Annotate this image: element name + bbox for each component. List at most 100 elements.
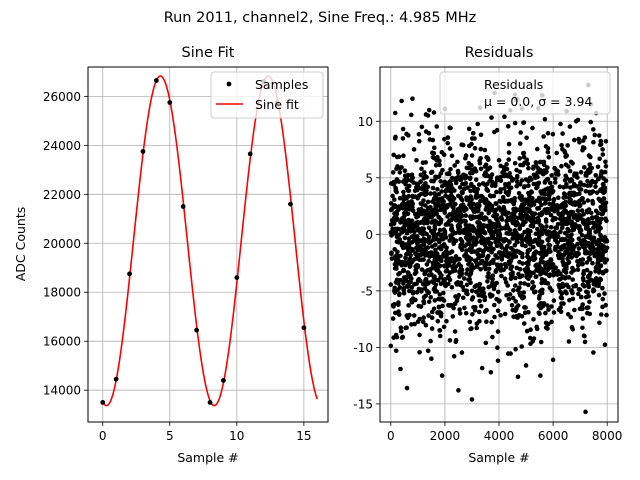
residual-point [596,292,602,298]
residual-point [547,193,552,198]
residual-point [505,124,511,129]
residual-point [401,291,407,296]
residual-point [545,145,551,151]
residual-point [506,150,512,155]
residual-point [459,213,465,219]
residual-point [570,247,576,253]
residual-point [416,303,422,309]
residual-point [585,198,591,203]
residual-point [397,195,403,201]
residual-point [404,230,410,236]
residual-point [580,306,585,312]
residual-point [485,166,490,172]
residual-point [484,319,489,325]
residual-point [483,237,489,242]
residual-point [600,296,606,302]
residual-point [494,189,499,195]
residual-point [542,280,548,286]
residual-point [561,195,566,200]
residual-point [538,272,543,277]
residuals-legend: Residuals μ = 0.0, σ = 3.94 [439,71,611,115]
residual-point [429,309,435,315]
residual-point [498,178,504,183]
residual-point [549,206,554,212]
residual-point [553,244,558,250]
residual-point [511,288,516,293]
residual-point [601,196,607,201]
residual-point [541,267,546,273]
residual-point [455,207,460,213]
residual-point [446,186,452,192]
residual-point [478,303,484,309]
residual-point [479,287,485,293]
residual-point [450,265,456,270]
residual-point [389,233,394,238]
residual-point [508,276,514,282]
residual-point [527,335,533,341]
residual-point [498,268,504,273]
residual-point [400,126,406,132]
residual-point [567,199,572,204]
residual-point [443,222,449,227]
residual-point [521,290,527,295]
residual-point [511,314,516,320]
residual-outlier-point [429,356,434,361]
residual-point [517,141,523,146]
residual-point [447,238,453,243]
residual-point [531,216,536,221]
residual-point [477,298,483,304]
residual-point [474,192,479,197]
residual-point [537,264,542,269]
residual-point [528,223,534,229]
residual-point [424,191,429,197]
residual-point [401,286,407,291]
residual-point [530,279,535,285]
residual-point [584,260,590,265]
residual-point [490,334,495,340]
residual-point [447,338,453,343]
residual-point [582,339,588,345]
residual-point [428,295,434,300]
residual-point [481,249,486,255]
x-tick-label: 2000 [430,429,461,443]
residual-point [528,327,533,333]
residual-point [447,146,453,151]
residual-point [471,304,476,310]
residual-point [541,301,547,306]
residual-point [530,339,535,344]
residual-point [412,237,417,243]
residual-point [545,303,550,308]
residual-point [570,296,576,302]
residual-point [580,302,585,307]
residuals-legend-label: Residuals [484,77,543,92]
residual-point [452,188,457,193]
residual-point [535,174,540,180]
residual-point [480,258,485,264]
residual-point [496,299,502,304]
residual-point [491,257,496,263]
residual-point [603,159,608,165]
residual-point [487,219,493,224]
residual-point [465,267,470,272]
residual-point [485,274,490,280]
residual-point [590,215,595,220]
residual-point [433,282,439,288]
residual-point [553,265,558,271]
residual-point [441,152,447,157]
residual-point [551,310,557,315]
residual-point [567,168,573,174]
residual-point [446,171,452,176]
residual-point [406,240,412,245]
residual-point [476,292,482,298]
residual-point [447,303,453,308]
residual-point [409,199,414,204]
x-tick-label: 0 [387,429,395,443]
residual-point [417,138,422,144]
residual-point [436,296,441,302]
residual-point [398,325,404,331]
residual-point [429,315,435,321]
residual-point [406,224,412,229]
residual-point [518,223,523,229]
residual-point [505,199,510,204]
residual-point [495,255,500,260]
